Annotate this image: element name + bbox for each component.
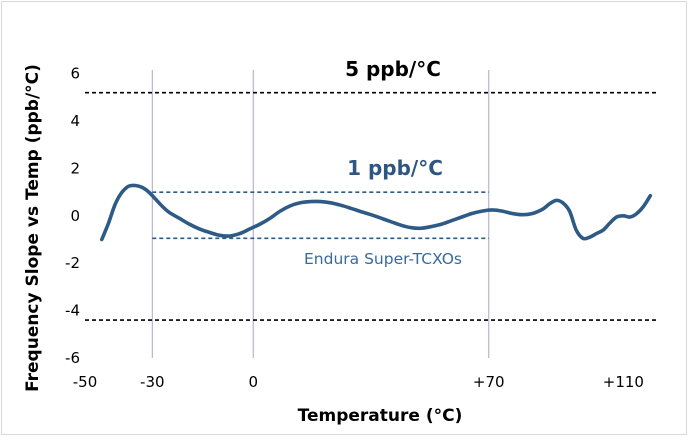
inner-limit-label: 1 ppb/°C xyxy=(347,156,443,180)
x-tick-label: -50 xyxy=(73,373,98,391)
x-axis-title: Temperature (°C) xyxy=(298,406,463,426)
y-tick-label: 2 xyxy=(70,159,80,177)
y-tick-label: 6 xyxy=(70,65,80,83)
vertical-gridlines xyxy=(151,70,490,358)
x-tick-labels: -50 -30 0 +70 +110 xyxy=(73,373,644,391)
y-tick-label: 0 xyxy=(70,207,80,225)
limit-lines xyxy=(85,91,657,321)
product-label: Endura Super-TCXOs xyxy=(304,250,462,268)
y-tick-label: -6 xyxy=(65,349,80,367)
y-tick-label: -2 xyxy=(65,254,80,272)
x-tick-label: +70 xyxy=(473,373,505,391)
x-tick-label: 0 xyxy=(248,373,258,391)
outer-limit-label: 5 ppb/°C xyxy=(345,57,441,81)
x-tick-label: -30 xyxy=(140,373,165,391)
x-tick-label: +110 xyxy=(603,373,644,391)
y-tick-labels: -6 -4 -2 0 2 4 6 xyxy=(65,65,80,367)
y-tick-label: -4 xyxy=(65,302,80,320)
series-line xyxy=(100,183,653,242)
y-tick-label: 4 xyxy=(70,112,80,130)
series-layer xyxy=(100,183,653,242)
y-axis-title: Frequency Slope vs Temp (ppb/°C) xyxy=(23,64,43,392)
